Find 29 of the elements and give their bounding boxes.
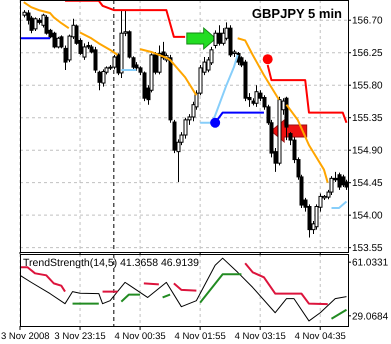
y-tick-label: 156.25 xyxy=(352,48,384,60)
candlestick xyxy=(52,31,56,49)
candlestick xyxy=(330,176,334,196)
chart-title: TrendStrength(14,5) 41.3658 46.9139 xyxy=(23,257,200,269)
x-tick-label: 4 Nov 01:55 xyxy=(174,331,226,342)
x-tick-label: 4 Nov 03:15 xyxy=(234,331,286,342)
y-tick-label: 156.70 xyxy=(352,16,384,27)
candlestick xyxy=(82,42,86,60)
y-tick-label: 154.00 xyxy=(352,210,384,222)
candlestick xyxy=(218,24,222,46)
candlestick xyxy=(338,172,342,190)
candlestick xyxy=(214,30,218,49)
x-tick-label: 4 Nov 04:35 xyxy=(294,331,346,342)
y-tick-label: 154.45 xyxy=(352,178,384,190)
candlestick xyxy=(102,68,106,88)
candlestick xyxy=(34,16,38,32)
y-tick-label: 155.80 xyxy=(352,80,384,92)
x-tick-label: 4 Nov 00:35 xyxy=(114,331,166,342)
x-tick-label: 3 Nov 2008 xyxy=(1,331,50,342)
text: GBPJPY 5 min xyxy=(252,6,342,21)
y-tick-label: 61.0331 xyxy=(352,258,389,269)
y-tick-label: 153.55 xyxy=(352,243,384,254)
y-tick-label: 155.35 xyxy=(352,113,384,124)
candlestick xyxy=(254,84,258,108)
y-tick-label: 154.90 xyxy=(352,146,384,157)
y-tick-label: 29.0684 xyxy=(352,311,389,322)
candlestick xyxy=(44,14,48,36)
candlestick xyxy=(342,174,346,188)
x-tick-label: 3 Nov 23:15 xyxy=(54,331,106,342)
